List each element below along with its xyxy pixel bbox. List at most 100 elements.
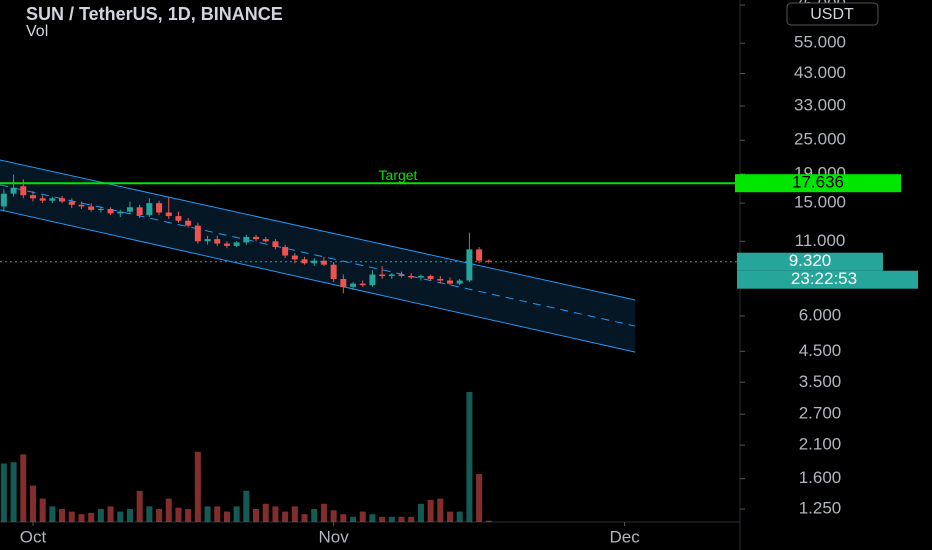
volume-bar [437,498,444,522]
candle-body [350,283,357,287]
countdown-box [737,270,918,289]
candle-body [243,236,250,243]
volume-bar [350,516,357,522]
candle-body [476,249,483,261]
candle-body [262,239,269,242]
volume-bar [214,506,221,522]
candle-body [388,274,395,276]
y-tick-label: 25.000 [794,130,846,149]
plot: 75.00055.00043.00033.00025.00019.00015.0… [0,0,846,546]
candle-body [408,275,415,278]
candle-body [330,264,337,279]
y-tick-label: 1.600 [799,468,842,487]
candle-body [136,207,143,216]
candle-body [39,198,46,201]
currency-label[interactable]: USDT [810,6,854,23]
volume-bar [136,490,143,522]
volume-bar [68,511,75,522]
volume-bar [49,506,56,522]
x-tick-label: Nov [319,527,350,546]
volume-bar [185,509,192,522]
candle-body [88,206,95,210]
candle-body [369,274,376,286]
candle-body [68,201,75,205]
volume-bar [301,514,308,522]
last-price-box [737,252,883,271]
volume-bar [146,506,153,522]
candle-body [223,243,230,246]
x-tick-label: Oct [20,527,47,546]
candle-body [146,203,153,216]
candle-body [117,211,124,214]
volume-bar [107,506,114,522]
channel-mid [0,184,636,327]
volume-bar [282,511,289,522]
candle-body [340,278,347,287]
volume-label: Vol [26,23,48,40]
volume-bar [165,498,172,522]
y-tick-label: 43.000 [794,63,846,82]
y-tick-label: 33.000 [794,96,846,115]
volume-bar [194,451,201,522]
candle-body [10,187,17,194]
candle-body [485,260,492,262]
channel-lower [0,209,636,353]
volume-bar [0,463,7,522]
candle-body [185,220,192,226]
candle-body [49,198,56,201]
currency-button[interactable] [786,2,879,26]
candle-body [379,274,386,276]
volume-bar [369,514,376,522]
y-tick-label: 2.700 [799,404,842,423]
volume-bar [398,516,405,522]
volume-bar [447,511,454,522]
volume-bar [340,514,347,522]
candle-body [359,283,366,286]
chart-title: SUN / TetherUS, 1D, BINANCE [26,4,283,24]
candle-body [417,275,424,278]
volume-bar [272,506,279,522]
candle-body [59,198,66,202]
candle-body [214,239,221,244]
y-tick-label: 55.000 [794,33,846,52]
volume-bar [359,511,366,522]
volume-bar [233,506,240,522]
volume-bar [29,485,36,522]
candle-body [466,249,473,281]
volume-bar [311,509,318,522]
candle-body [301,259,308,264]
candle-body [437,278,444,281]
volume-bar [223,511,230,522]
candle-body [126,207,133,212]
target-price-box [735,174,901,193]
candle-body [272,241,279,248]
last-price-label: 9.320 [789,251,832,270]
volume-bar [126,509,133,522]
volume-bar [39,498,46,522]
volume-bar [243,490,250,522]
candle-body [165,212,172,217]
candle-body [253,236,260,240]
volume-bar [427,499,434,522]
candle-body [175,216,182,221]
volume-bar [262,503,269,522]
volume-bar [476,473,483,522]
volume-bar [175,507,182,522]
candle-body [291,255,298,260]
y-tick-label: 4.500 [799,341,842,360]
countdown-label: 23:22:53 [791,269,857,288]
volume-bar [20,454,27,522]
volume-bar [97,509,104,522]
candle-body [427,275,434,279]
candle-body [107,209,114,214]
y-tick-label: 15.000 [794,193,846,212]
volume-bar [10,462,17,522]
candle-body [97,209,104,211]
candle-body [156,203,163,213]
candle-body [456,280,463,284]
volume-bar [156,509,163,522]
volume-bar [88,512,95,522]
y-tick-label: 3.500 [799,372,842,391]
